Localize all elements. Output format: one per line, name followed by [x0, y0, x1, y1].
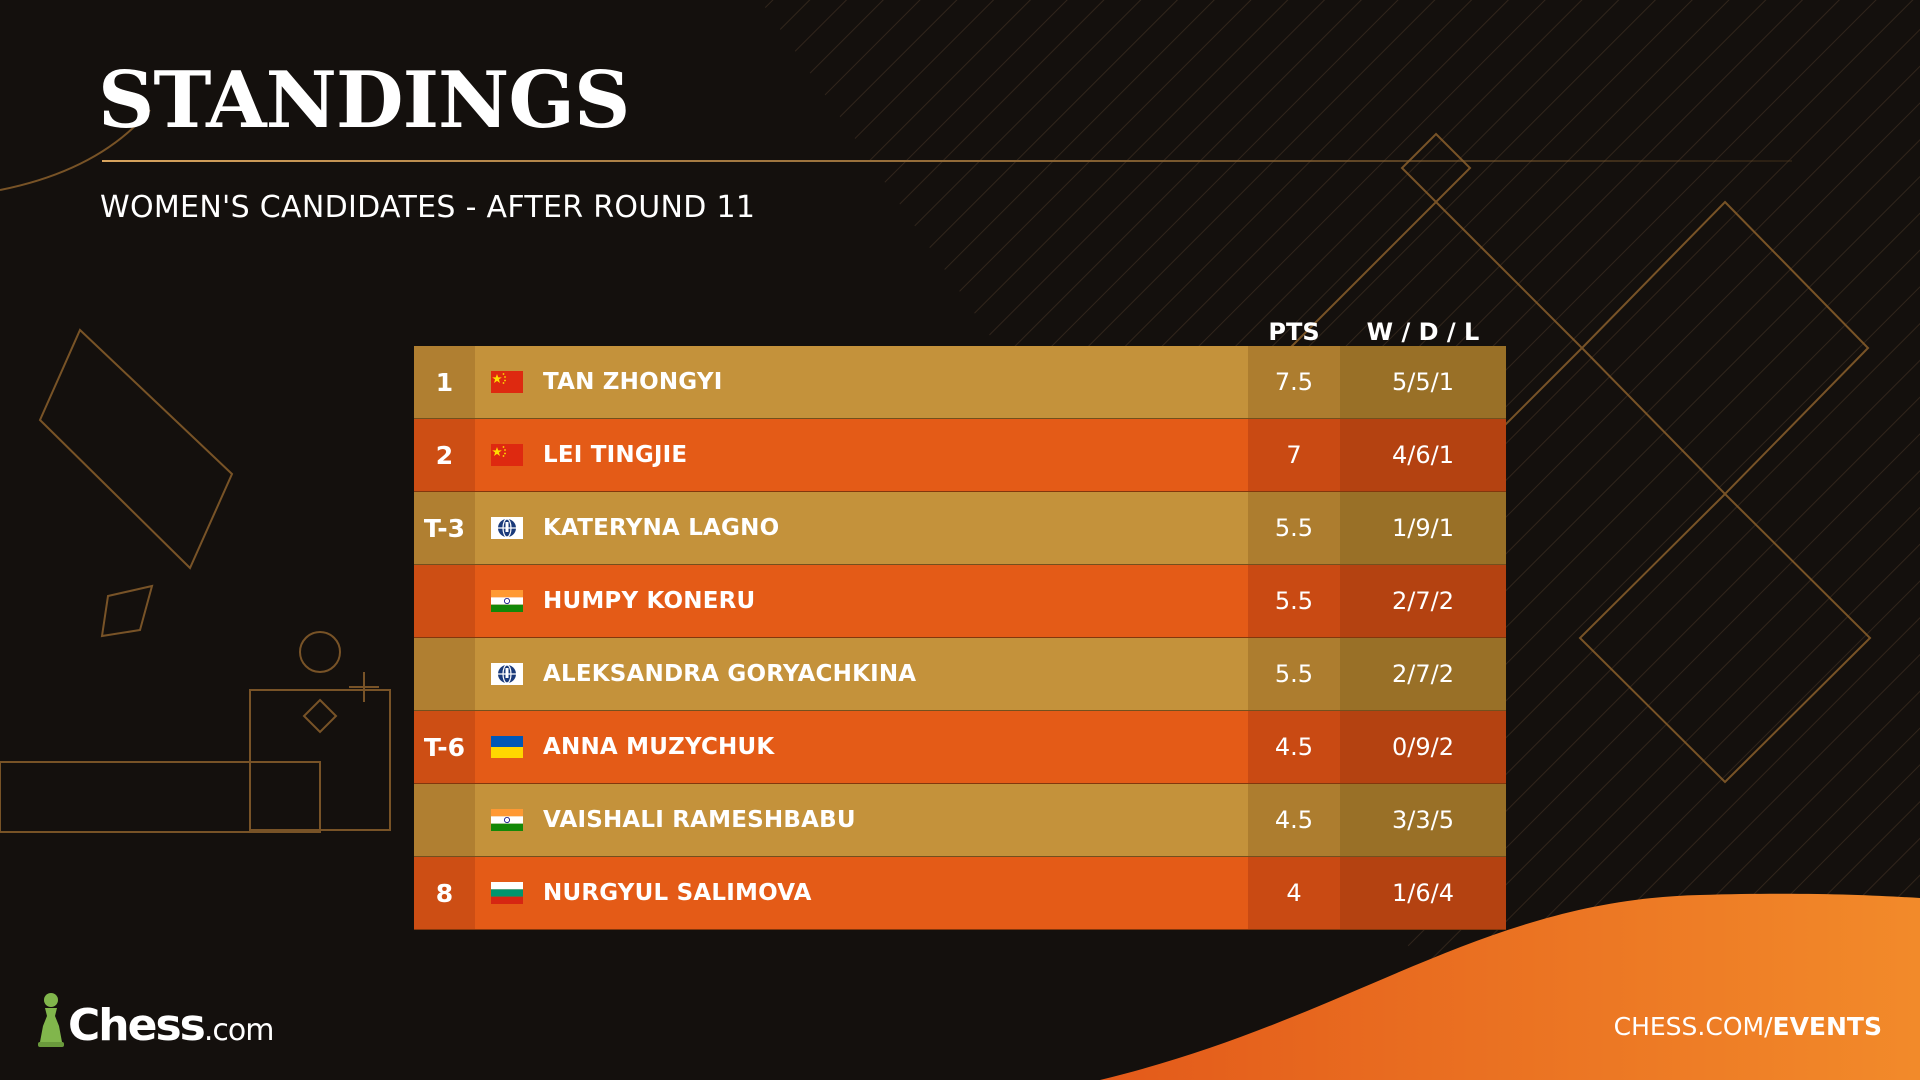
player-cell: TAN ZHONGYI	[475, 346, 1248, 418]
ukraine-flag-icon	[491, 736, 523, 758]
player-name: ALEKSANDRA GORYACHKINA	[543, 661, 917, 687]
pawn-icon	[38, 993, 64, 1047]
player-name: VAISHALI RAMESHBABU	[543, 807, 856, 833]
logo-wordmark: Chess.com	[68, 1004, 275, 1048]
india-flag-icon	[491, 590, 523, 612]
page-title: STANDINGS	[98, 55, 630, 146]
player-name: TAN ZHONGYI	[543, 369, 723, 395]
player-cell: ALEKSANDRA GORYACHKINA	[475, 638, 1248, 710]
table-row: VAISHALI RAMESHBABU 4.5 3/3/5	[414, 784, 1506, 857]
table-row: HUMPY KONERU 5.5 2/7/2	[414, 565, 1506, 638]
points-cell: 5.5	[1248, 492, 1340, 564]
player-cell: LEI TINGJIE	[475, 419, 1248, 491]
logo-main-text: Chess	[68, 1000, 206, 1051]
china-flag-icon	[491, 371, 523, 393]
india-flag-icon	[491, 809, 523, 831]
record-cell: 3/3/5	[1340, 784, 1506, 856]
player-cell: VAISHALI RAMESHBABU	[475, 784, 1248, 856]
record-column-header: W / D / L	[1366, 318, 1480, 346]
rank-cell: T-3	[414, 492, 475, 564]
title-divider	[102, 160, 1792, 162]
record-cell: 2/7/2	[1340, 638, 1506, 710]
points-cell: 4.5	[1248, 784, 1340, 856]
china-flag-icon	[491, 444, 523, 466]
rank-cell: 1	[414, 346, 475, 418]
player-cell: KATERYNA LAGNO	[475, 492, 1248, 564]
logo-suffix-text: .com	[203, 1013, 275, 1048]
player-name: KATERYNA LAGNO	[543, 515, 780, 541]
record-cell: 1/9/1	[1340, 492, 1506, 564]
record-cell: 5/5/1	[1340, 346, 1506, 418]
rank-cell: 2	[414, 419, 475, 491]
points-cell: 7.5	[1248, 346, 1340, 418]
fide-flag-icon	[491, 663, 523, 685]
rank-cell	[414, 565, 475, 637]
record-cell: 0/9/2	[1340, 711, 1506, 783]
rank-cell	[414, 784, 475, 856]
points-cell: 4	[1248, 857, 1340, 929]
player-cell: NURGYUL SALIMOVA	[475, 857, 1248, 929]
points-cell: 5.5	[1248, 565, 1340, 637]
table-row: 1 TAN ZHONGYI 7.5 5/5/1	[414, 346, 1506, 419]
player-name: ANNA MUZYCHUK	[543, 734, 775, 760]
table-row: 8 NURGYUL SALIMOVA 4 1/6/4	[414, 857, 1506, 930]
rank-cell: T-6	[414, 711, 475, 783]
table-row: T-6 ANNA MUZYCHUK 4.5 0/9/2	[414, 711, 1506, 784]
page-subtitle: WOMEN'S CANDIDATES - AFTER ROUND 11	[100, 190, 756, 225]
record-cell: 1/6/4	[1340, 857, 1506, 929]
record-cell: 4/6/1	[1340, 419, 1506, 491]
events-url-prefix: CHESS.COM/	[1613, 1012, 1773, 1041]
chess-com-logo[interactable]: Chess.com	[36, 990, 275, 1048]
table-row: 2 LEI TINGJIE 7 4/6/1	[414, 419, 1506, 492]
events-url[interactable]: CHESS.COM/EVENTS	[1614, 1012, 1882, 1041]
events-url-bold: EVENTS	[1772, 1012, 1883, 1041]
points-cell: 5.5	[1248, 638, 1340, 710]
player-name: LEI TINGJIE	[543, 442, 688, 468]
player-cell: HUMPY KONERU	[475, 565, 1248, 637]
record-cell: 2/7/2	[1340, 565, 1506, 637]
bulgaria-flag-icon	[491, 882, 523, 904]
points-column-header: PTS	[1268, 318, 1320, 346]
fide-flag-icon	[491, 517, 523, 539]
points-cell: 7	[1248, 419, 1340, 491]
rank-cell	[414, 638, 475, 710]
player-name: HUMPY KONERU	[543, 588, 756, 614]
rank-cell: 8	[414, 857, 475, 929]
points-cell: 4.5	[1248, 711, 1340, 783]
player-cell: ANNA MUZYCHUK	[475, 711, 1248, 783]
table-row: T-3 KATERYNA LAGNO 5.5 1/9/1	[414, 492, 1506, 565]
table-row: ALEKSANDRA GORYACHKINA 5.5 2/7/2	[414, 638, 1506, 711]
standings-table: 1 TAN ZHONGYI 7.5 5/5/1 2 LEI TINGJIE 7 …	[414, 346, 1506, 930]
player-name: NURGYUL SALIMOVA	[543, 880, 812, 906]
